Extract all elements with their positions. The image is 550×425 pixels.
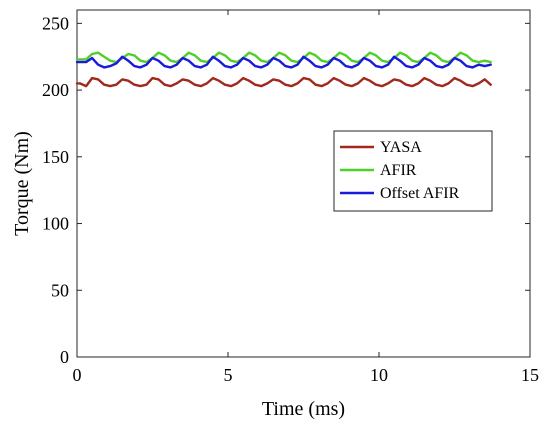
y-tick-label-5: 250 [42,13,69,33]
y-tick-label-1: 50 [51,280,69,300]
x-tick-label-2: 10 [370,365,388,385]
y-tick-label-3: 150 [42,147,69,167]
legend-label-1: AFIR [380,162,417,179]
y-tick-label-4: 200 [42,80,69,100]
x-axis-label: Time (ms) [262,398,345,420]
y-axis-label: Torque (Nm) [11,131,33,236]
y-tick-label-2: 100 [42,214,69,234]
legend-label-0: YASA [380,139,422,156]
legend-label-2: Offset AFIR [380,185,460,202]
series-line-0 [75,76,492,88]
x-tick-label-1: 5 [224,365,233,385]
x-tick-label-0: 0 [73,365,82,385]
y-tick-label-0: 0 [60,347,69,367]
x-tick-label-3: 15 [521,365,539,385]
series-line-2 [75,55,492,69]
legend: YASA AFIR Offset AFIR [333,130,493,212]
